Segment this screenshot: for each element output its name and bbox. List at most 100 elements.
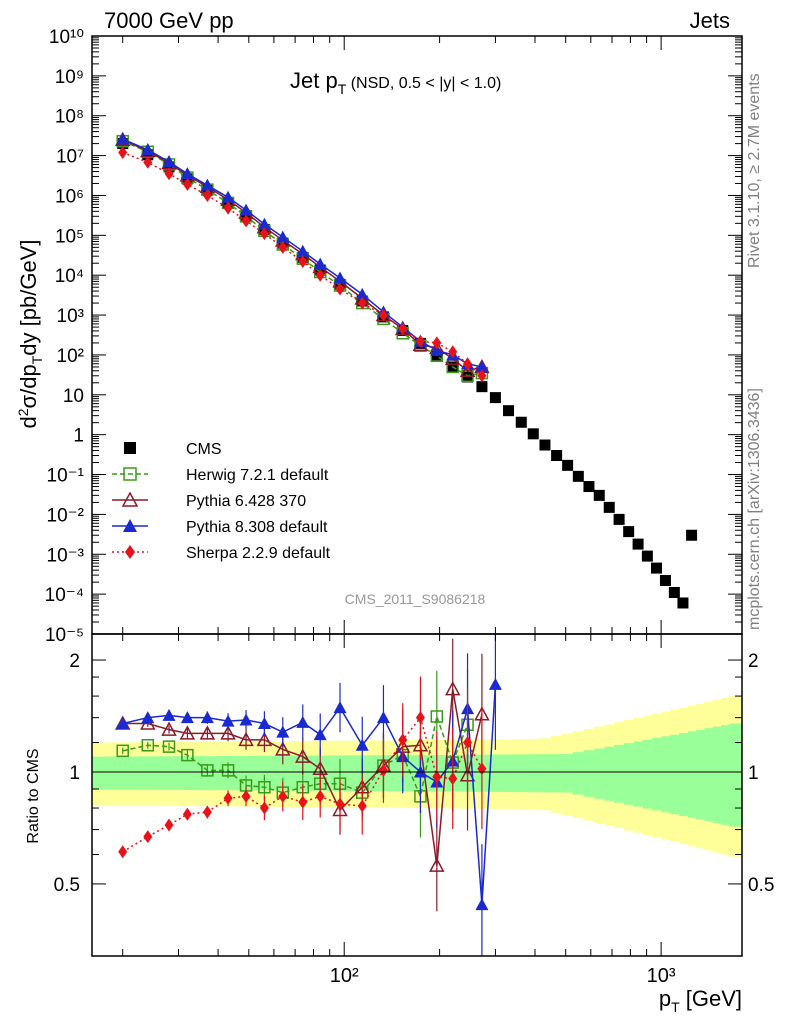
data-point [641,550,653,562]
data-point [378,308,388,322]
data-point [593,489,605,501]
legend-label: Pythia 8.308 default [186,519,328,536]
ratio-point [241,789,251,803]
data-point [118,145,128,159]
data-point [182,177,192,191]
legend-item: Pythia 8.308 default [112,519,328,536]
ratio-point [116,744,129,758]
ratio-point [355,738,369,751]
ratio-point [312,760,328,776]
ratio-point [143,830,153,844]
data-point [677,597,689,609]
series-cms [117,138,698,609]
data-point [572,470,584,482]
data-point [276,230,290,243]
data-point [223,201,233,215]
y-tick-label: 10⁸ [55,107,84,128]
x-tick-label: 10² [330,965,359,987]
data-point [241,214,251,228]
y-tick-label: 10⁵ [55,226,84,247]
axis-ticks [92,35,742,956]
ratio-point [259,801,269,815]
ratio-point [258,780,271,794]
ratio-point [202,805,212,819]
legend: CMS Herwig 7.2.1 default Pythia 6.428 370 P… [112,441,331,562]
data-point [335,282,345,296]
ratio-point [415,711,425,725]
ratio-point [141,739,155,752]
data-point [668,586,680,598]
ratio-point [199,725,216,740]
y-tick-label: 1 [73,426,84,447]
ratio-point [296,715,310,728]
axes-frames [91,35,743,957]
y-tick-label: 10⁹ [55,67,84,88]
data-point [583,481,595,493]
data-point [202,188,212,202]
data-point [650,562,662,574]
data-point [257,217,271,230]
ratio-point [179,725,196,740]
data-point [357,296,367,310]
data-point [446,360,459,374]
ylabel-part: dy [pb/GeV] [16,240,41,356]
ratio-point [378,763,388,777]
legend-item: Sherpa 2.2.9 default [112,545,331,562]
legend-label: CMS [186,441,222,458]
ratio-point [182,807,192,821]
data-point [333,271,347,284]
legend-label: Pythia 6.428 370 [186,493,306,510]
ratio-point [444,681,461,696]
ratio-tick-label: 2 [69,651,80,672]
ratio-point [429,857,445,872]
ratio-point [463,736,473,750]
ratio-point [335,797,345,811]
title-main: Jet p [290,68,338,93]
ratio-pythia-8-308-default [116,634,502,956]
ratio-frame [91,633,743,957]
x-tick-label: 10³ [647,965,676,987]
chart-title: Jet pT (NSD, 0.5 < |y| < 1.0) [290,68,501,97]
data-point [239,203,253,216]
y-tick-label: 10⁻² [47,505,85,526]
ratio-point [276,725,290,738]
data-point [259,227,269,241]
title-sub: T [338,81,347,97]
ratio-point [278,789,288,803]
ratio-point [275,741,291,756]
ratio-point [181,748,194,762]
ratio-point [164,818,174,832]
y-tick-label: 10 [63,386,84,407]
data-point [398,322,408,336]
data-point [463,357,473,371]
ratio-tick-label-right: 0.5 [748,875,774,896]
ratio-axis-label: Ratio to CMS [25,748,42,843]
analysis-watermark: CMS_2011_S9086218 [345,591,486,607]
ratio-point [295,748,311,763]
legend-marker [124,442,136,454]
data-point [489,392,501,404]
data-point [551,450,563,462]
ratio-point [488,677,502,690]
ylabel-part: d [16,416,41,428]
ratio-point [239,713,253,726]
data-point [355,287,369,300]
data-point [477,369,487,383]
legend-item: CMS [124,441,222,458]
ratio-tick-label: 1 [69,763,80,784]
xlabel-main: p [659,986,671,1011]
main-panel [114,131,698,609]
data-point [476,381,488,393]
data-point [503,405,515,417]
ylabel-part: 2 [15,408,31,416]
data-point [315,268,325,282]
series-line [122,151,483,377]
legend-label: Sherpa 2.2.9 default [186,545,331,562]
legend-marker [123,467,137,481]
ratio-panel [114,634,502,956]
y-tick-label: 10² [57,346,84,367]
series-pythia-8-308-default [116,132,489,373]
data-point [659,574,671,586]
data-point [430,343,444,356]
